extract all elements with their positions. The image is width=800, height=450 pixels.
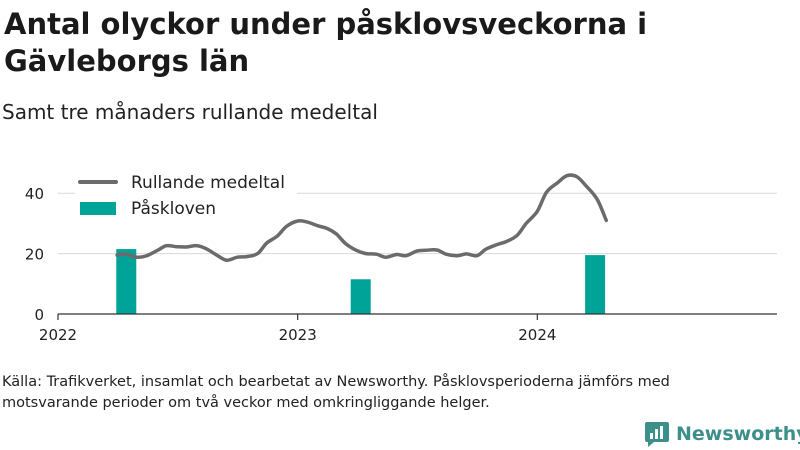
bar-paskloven <box>585 255 606 314</box>
chart: 0 20 40 2022 2023 2024 Rullande medeltal Påskl… <box>24 173 777 344</box>
y-tick-label: 0 <box>34 306 44 324</box>
legend-label-rullande: Rullande medeltal <box>131 173 285 193</box>
x-tick-label: 2022 <box>39 326 77 344</box>
bar-paskloven <box>116 249 137 314</box>
newsworthy-logo-icon <box>645 422 669 447</box>
y-tick-label: 20 <box>25 246 44 264</box>
x-tick-label: 2023 <box>279 326 317 344</box>
y-tick-label: 40 <box>25 185 44 203</box>
x-tick-label: 2024 <box>518 326 556 344</box>
legend-label-paskloven: Påskloven <box>131 198 216 219</box>
bar-paskloven <box>350 279 371 314</box>
chart-title: Antal olyckor under påsklovsveckorna i G… <box>4 7 648 78</box>
brand-name: Newsworthy <box>676 423 800 445</box>
line-rullande-medeltal <box>115 173 609 262</box>
chart-subtitle: Samt tre månaders rullande medeltal <box>2 100 378 124</box>
legend-bar-swatch <box>80 202 116 215</box>
brand[interactable]: Newsworthy <box>644 420 800 448</box>
source-note: Källa: Trafikverket, insamlat och bearbe… <box>2 374 670 411</box>
